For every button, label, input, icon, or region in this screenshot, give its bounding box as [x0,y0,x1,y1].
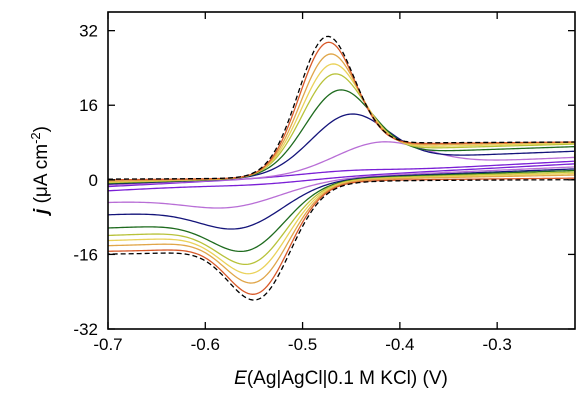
y-axis-unit: (μA cm [31,144,52,209]
cv-curve-2 [108,141,575,209]
tick-layer: -0.7 -0.6 -0.5 -0.4 -0.3 -32 -16 0 16 32 [73,12,575,354]
x-tick-label: -0.3 [483,335,512,354]
y-tick-label: 16 [79,96,98,115]
cv-curve-9 [108,35,575,301]
y-axis-unit-exponent: -2 [28,132,43,144]
x-axis-title: E(Ag|AgCl|0.1 M KCl) (V) [234,368,448,389]
y-axis-unit-close: ) [31,126,52,132]
y-tick-label: 32 [79,22,98,41]
x-axis-unit: (Ag|AgCl|0.1 M KCl) (V) [247,368,448,389]
series-layer [108,35,575,301]
x-tick-label: -0.5 [288,335,317,354]
y-tick-label: -16 [73,245,98,264]
y-tick-label: 0 [89,171,98,190]
cv-curve-3 [108,113,575,230]
x-axis-symbol: E [234,368,247,389]
y-axis-symbol: j [31,208,52,217]
cv-curve-4 [108,89,575,253]
y-tick-label: -32 [73,320,98,339]
x-tick-label: -0.7 [93,335,122,354]
cv-curve-8 [108,41,575,295]
plot-frame [107,11,576,330]
x-tick-label: -0.4 [385,335,414,354]
y-axis-title: j (μA cm-2) [28,126,52,217]
x-tick-label: -0.6 [191,335,220,354]
